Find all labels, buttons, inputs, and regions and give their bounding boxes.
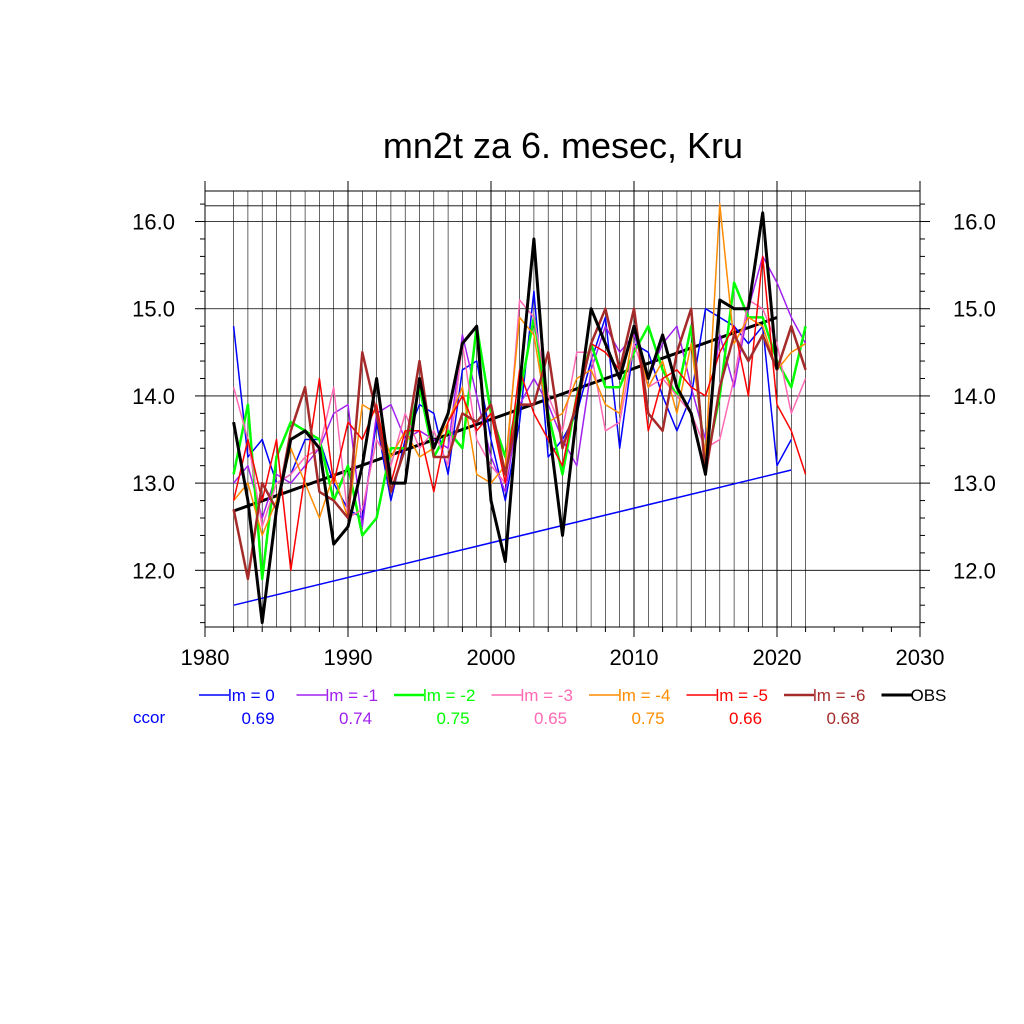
legend-ccor-value: 0.74 (339, 709, 372, 728)
legend-entry-label: lm = 0 (228, 686, 275, 705)
chart-title: mn2t za 6. mesec, Kru (383, 125, 743, 166)
ccor-label: ccor (133, 708, 165, 727)
legend-entry-label: OBS (911, 686, 947, 705)
trend-line (233, 469, 792, 606)
legend-ccor-value: 0.65 (534, 709, 567, 728)
y-tick-label: 14.0 (132, 384, 175, 409)
series-line (233, 203, 806, 537)
y-tick-label: 12.0 (132, 558, 175, 583)
legend-entry-label: lm = -5 (716, 686, 768, 705)
legend-entry-label: lm = -3 (521, 686, 573, 705)
y-tick-label: 16.0 (132, 210, 175, 235)
legend-entry-label: lm = -1 (326, 686, 378, 705)
series-line (232, 255, 807, 572)
y-tick-label-right: 16.0 (953, 210, 996, 235)
legend-ccor-value: 0.69 (241, 709, 274, 728)
legend-entry-label: lm = -4 (618, 686, 670, 705)
y-tick-label-right: 12.0 (953, 558, 996, 583)
legend-ccor-value: 0.68 (826, 709, 859, 728)
legend: ccor lm = 0 0.69 lm = -1 0.74 lm = -2 0.75 lm =… (133, 686, 946, 728)
y-tick-label-right: 13.0 (953, 471, 996, 496)
y-tick-label-right: 15.0 (953, 297, 996, 322)
y-tick-label: 15.0 (132, 297, 175, 322)
series-lines (232, 203, 807, 625)
legend-entry-label: lm = -6 (813, 686, 865, 705)
x-tick-label: 2020 (753, 645, 802, 670)
tick-labels: 1980 1990 2000 2010 2020 2030 12.0 12.0 13.0 13.0… (132, 210, 996, 670)
x-tick-label: 2030 (896, 645, 945, 670)
grid (205, 191, 920, 627)
legend-ccor-value: 0.75 (436, 709, 469, 728)
series-line (232, 211, 779, 625)
x-tick-label: 2000 (467, 645, 516, 670)
axis-ticks (195, 181, 930, 637)
y-tick-label: 13.0 (132, 471, 175, 496)
x-tick-label: 2010 (610, 645, 659, 670)
plot-frame (204, 190, 921, 628)
y-tick-label-right: 14.0 (953, 384, 996, 409)
x-tick-label: 1990 (324, 645, 373, 670)
legend-entry-label: lm = -2 (423, 686, 475, 705)
legend-ccor-value: 0.75 (631, 709, 664, 728)
x-tick-label: 1980 (181, 645, 230, 670)
legend-ccor-value: 0.66 (729, 709, 762, 728)
